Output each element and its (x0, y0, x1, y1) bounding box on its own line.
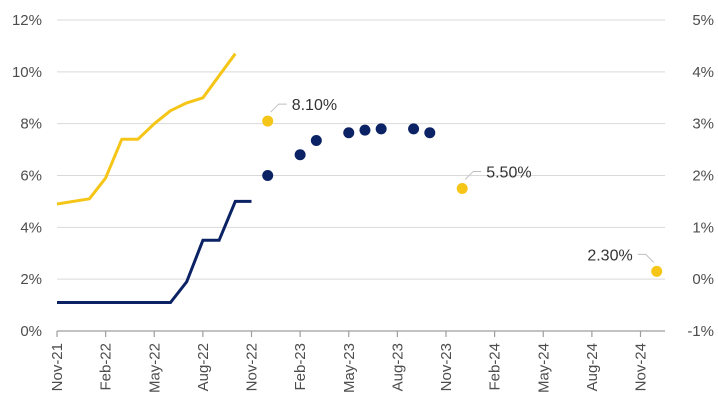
navy-dot (294, 149, 306, 161)
x-tick-label: Nov-21 (49, 343, 66, 391)
navy-dot (359, 124, 371, 136)
x-tick-label: May-23 (341, 343, 358, 393)
annotation-leader (464, 170, 482, 180)
x-tick-label: Feb-22 (98, 343, 115, 391)
annotation-label: 2.30% (587, 247, 632, 264)
yellow-dot (456, 182, 468, 194)
x-tick-label: Feb-24 (487, 343, 504, 391)
x-tick-label: May-24 (535, 343, 552, 393)
y-left-tick-label: 4% (20, 219, 42, 236)
annotation-label: 5.50% (486, 164, 531, 181)
y-left-tick-label: 10% (12, 64, 42, 81)
y-left-tick-label: 6% (20, 168, 42, 185)
navy-dot (408, 123, 420, 135)
navy-dot (262, 170, 274, 181)
x-tick-label: Aug-22 (195, 343, 212, 391)
navy-dot (310, 135, 322, 147)
x-tick-label: Nov-24 (633, 343, 650, 391)
y-left-tick-label: 2% (20, 271, 42, 288)
y-left-tick-label: 12% (12, 12, 42, 29)
navy-dot (343, 127, 355, 139)
y-left-tick-label: 8% (20, 116, 42, 133)
x-tick-label: Aug-23 (389, 343, 406, 391)
y-right-tick-label: 5% (692, 12, 714, 29)
annotation-leader (637, 253, 655, 263)
y-right-tick-label: 4% (692, 64, 714, 81)
y-right-tick-label: 3% (692, 116, 714, 133)
y-right-tick-label: 2% (692, 168, 714, 185)
x-tick-label: Nov-23 (438, 343, 455, 391)
x-tick-label: Feb-23 (292, 343, 309, 391)
navy-line (57, 199, 252, 304)
y-left-tick-label: 0% (20, 323, 42, 340)
yellow-line (56, 52, 237, 206)
navy-dot (424, 127, 436, 139)
y-right-tick-label: 0% (692, 271, 714, 288)
x-tick-label: May-22 (146, 343, 163, 393)
annotation-label: 8.10% (292, 97, 337, 114)
annotation-leader (270, 103, 287, 113)
x-tick-label: Nov-22 (244, 343, 261, 391)
yellow-dot (651, 265, 663, 277)
y-right-tick-label: 1% (692, 219, 714, 236)
navy-dot (375, 123, 387, 135)
yellow-dot (262, 115, 274, 127)
y-right-tick-label: -1% (687, 323, 714, 340)
x-tick-label: Aug-24 (584, 343, 601, 391)
